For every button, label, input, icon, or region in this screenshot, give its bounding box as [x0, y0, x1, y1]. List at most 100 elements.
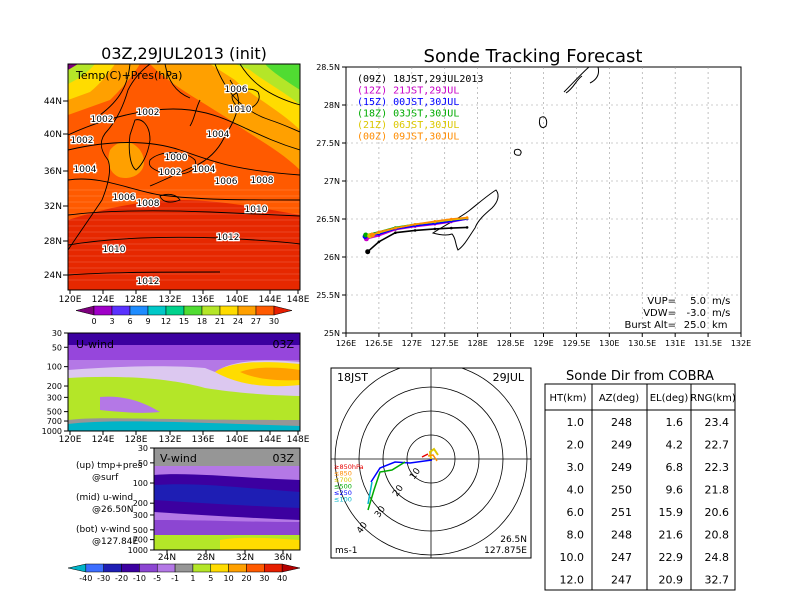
series-point	[369, 232, 375, 238]
x-tick-label: 128E	[468, 339, 488, 348]
lat-tick-label: 24N	[158, 553, 176, 563]
hodograph-time-label: 18JST	[337, 371, 368, 384]
level-legend-entry: ≤100	[334, 496, 352, 504]
isobar-label: 1002	[137, 108, 160, 118]
wind-colorbar: -40 -30 -20 -10 -5 -1 1 5 10 20 30 40	[67, 563, 301, 583]
table-cell: 32.7	[705, 574, 730, 587]
colorbar-swatch	[192, 563, 212, 573]
x-tick-label: 131E	[665, 339, 685, 348]
x-tick-label: 132E	[731, 339, 751, 348]
colorbar-label: 27	[251, 317, 261, 326]
isobar-label: 1008	[137, 199, 160, 209]
table-cell: 248	[611, 529, 632, 542]
lon-tick-label: 120E	[59, 295, 82, 305]
colorbar-swatch	[129, 305, 149, 316]
colorbar-swatch	[237, 305, 257, 316]
surface-map-title: 03Z,29JUL2013 (init)	[101, 44, 267, 63]
pressure-tick-label: 200	[133, 499, 148, 508]
colorbar-label: 12	[161, 317, 171, 326]
param-burst-label: Burst Alt=	[624, 320, 676, 331]
isobar-label: 1010	[103, 245, 126, 255]
table-cell: 248	[611, 416, 632, 429]
temperature-field	[68, 64, 300, 290]
lat-tick-label: 28N	[44, 237, 62, 247]
pressure-tick-label: 30	[138, 444, 148, 453]
lon-tick-label: 132E	[159, 295, 182, 305]
colorbar-swatch	[273, 305, 293, 316]
lat-tick-label: 36N	[44, 167, 62, 177]
x-tick-label: 127.5E	[431, 339, 459, 348]
level-legend-entry: ≤850	[334, 470, 352, 478]
series-point	[363, 232, 369, 238]
param-burst-unit: km	[712, 320, 728, 331]
colorbar-swatch	[111, 305, 131, 316]
series-point	[394, 231, 397, 234]
coastlines	[68, 64, 260, 251]
colorbar-label: 30	[269, 317, 279, 326]
colorbar-label: 1	[190, 574, 195, 583]
series-point	[377, 230, 381, 234]
colorbar-swatch	[255, 305, 275, 316]
colorbar-swatch	[165, 305, 185, 316]
y-tick-label: 25N	[324, 329, 340, 338]
y-tick-label: 28N	[324, 101, 340, 110]
tracking-grid	[346, 67, 741, 333]
colorbar-swatch	[201, 305, 221, 316]
table-cell: 22.7	[705, 439, 730, 452]
lon-tick-label: 148E	[287, 295, 310, 305]
lat-tick-label: 32N	[44, 202, 62, 212]
surface-map-field-label: Temp(C)+Pres(hPa)	[75, 69, 182, 82]
isobar-label: 1004	[207, 130, 230, 140]
series-point	[433, 220, 437, 223]
colorbar-label: 40	[277, 574, 287, 583]
table-cell: 6.0	[567, 506, 585, 519]
table-cell: 247	[611, 551, 632, 564]
colorbar-label: 0	[91, 317, 96, 326]
colorbar-swatch	[75, 305, 95, 316]
colorbar-label: -1	[171, 574, 179, 583]
tracking-series	[362, 216, 469, 255]
series-point	[413, 223, 417, 226]
pressure-tick-label: 700	[133, 536, 148, 545]
pressure-tick-label: 100	[133, 479, 148, 488]
colorbar-swatch	[210, 563, 229, 573]
pressure-tick-label: 700	[47, 417, 62, 426]
v-wind-lat-ticks: 24N 28N 32N 36N	[158, 550, 292, 563]
series-point	[450, 226, 453, 230]
colorbar-swatch	[183, 305, 203, 316]
lon-tick-label: 136E	[192, 295, 215, 305]
temperature-colorbar: 0 3 6 9 12 15 18 21 24 27 30	[75, 305, 293, 326]
isobar-label: 1012	[217, 233, 240, 243]
isobar-label: 1006	[113, 193, 136, 203]
y-tick-label: 27N	[324, 177, 340, 186]
lat-tick-label: 28N	[197, 553, 215, 563]
isobar-labels: 1006 1002 1002 1010 1004 1002 1000 1004 1002 1004…	[69, 84, 275, 289]
v-wind-field	[154, 448, 300, 550]
x-tick-label: 130.5E	[628, 339, 656, 348]
surface-map-frame	[67, 63, 301, 291]
colorbar-label: 6	[127, 317, 132, 326]
colorbar-swatch	[281, 563, 301, 573]
pressure-tick-label: 300	[133, 511, 148, 520]
table-cell: 4.0	[567, 484, 585, 497]
legend-entry: (00Z) 09JST,30JUL	[357, 132, 459, 143]
param-vdw-label: VDW=	[643, 308, 676, 319]
colorbar-label: 10	[224, 574, 234, 583]
level-legend-entry: ≤500	[334, 483, 352, 491]
lon-tick-label: 144E	[259, 295, 282, 305]
table-cell: 9.6	[666, 484, 684, 497]
surface-map-lon-ticks: 120E 124E 128E 132E 136E 140E 144E 148E	[59, 290, 310, 305]
sonde-tracking-title: Sonde Tracking Forecast	[424, 46, 643, 67]
isobar-lines	[68, 64, 300, 276]
colorbar-swatch	[147, 305, 167, 316]
level-legend-entry: ≤250	[334, 489, 352, 497]
colorbar-label: 15	[179, 317, 189, 326]
tracking-params: VUP= 5.0 m/s VDW= -3.0 m/s Burst Alt= 25…	[624, 296, 730, 331]
colorbar-swatch	[228, 563, 247, 573]
lat-tick-label: 36N	[274, 553, 292, 563]
lon-tick-label: 128E	[125, 435, 148, 445]
x-tick-label: 128.5E	[497, 339, 525, 348]
isobar-label: 1002	[71, 136, 94, 146]
x-tick-label: 127E	[402, 339, 422, 348]
